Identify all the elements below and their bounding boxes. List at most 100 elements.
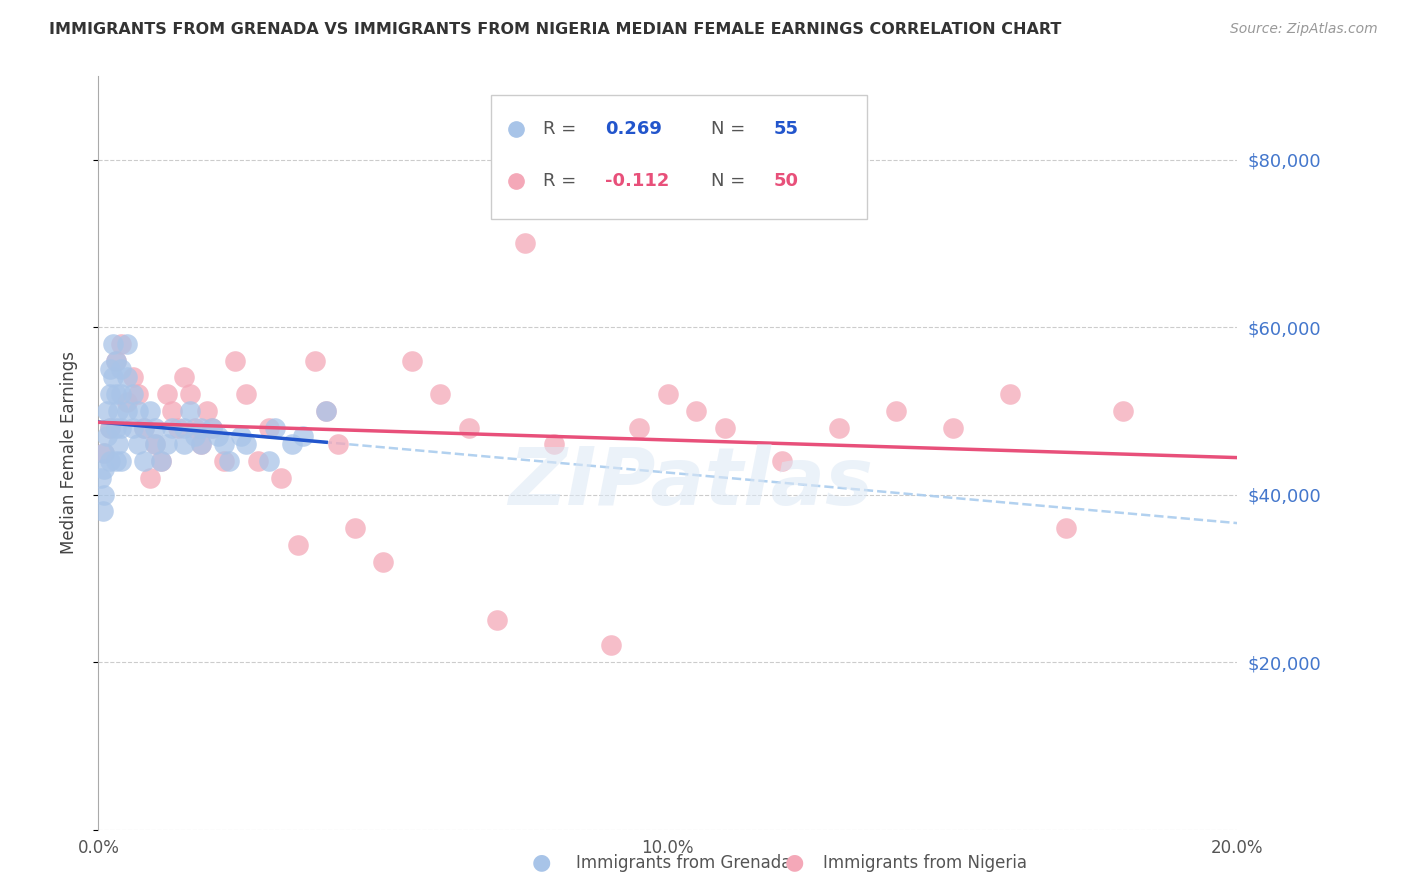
Point	[259, 420, 281, 434]
Point	[90, 471, 112, 485]
Point	[98, 420, 121, 434]
Point	[96, 429, 118, 443]
Point	[156, 437, 179, 451]
Point	[115, 336, 138, 351]
Point	[486, 613, 509, 627]
Point	[115, 404, 138, 418]
Point	[101, 370, 124, 384]
Point	[98, 362, 121, 376]
Point	[264, 420, 287, 434]
Point	[190, 420, 212, 434]
Point	[515, 236, 537, 251]
Point	[110, 336, 132, 351]
Point	[162, 420, 184, 434]
Text: IMMIGRANTS FROM GRENADA VS IMMIGRANTS FROM NIGERIA MEDIAN FEMALE EARNINGS CORREL: IMMIGRANTS FROM GRENADA VS IMMIGRANTS FR…	[49, 22, 1062, 37]
Point	[270, 471, 292, 485]
Text: N =: N =	[711, 120, 751, 137]
Point	[326, 437, 349, 451]
Point	[207, 429, 229, 443]
Point	[343, 521, 366, 535]
Point	[93, 487, 115, 501]
Point	[190, 437, 212, 451]
Point	[184, 429, 207, 443]
Point	[115, 395, 138, 409]
Point	[179, 387, 201, 401]
Point	[145, 420, 167, 434]
Point	[942, 420, 965, 434]
Point	[998, 387, 1021, 401]
Point	[184, 420, 207, 434]
Point	[98, 454, 121, 468]
Point	[218, 454, 240, 468]
Point	[110, 387, 132, 401]
Point	[173, 370, 195, 384]
Point	[884, 404, 907, 418]
Y-axis label: Median Female Earnings: Median Female Earnings	[59, 351, 77, 554]
Point	[429, 387, 451, 401]
Text: 55: 55	[773, 120, 799, 137]
Point	[246, 454, 269, 468]
Point	[770, 454, 793, 468]
Point	[104, 387, 127, 401]
Point	[212, 437, 235, 451]
Point	[828, 420, 851, 434]
Text: ●: ●	[531, 853, 551, 872]
Point	[104, 454, 127, 468]
Point	[304, 353, 326, 368]
FancyBboxPatch shape	[491, 95, 868, 219]
Point	[98, 387, 121, 401]
Text: Immigrants from Nigeria: Immigrants from Nigeria	[823, 855, 1026, 872]
Point	[121, 387, 143, 401]
Point	[212, 454, 235, 468]
Point	[127, 437, 149, 451]
Point	[685, 404, 707, 418]
Point	[259, 454, 281, 468]
Point	[132, 420, 155, 434]
Point	[96, 404, 118, 418]
Point	[173, 420, 195, 434]
Point	[162, 404, 184, 418]
Text: R =: R =	[543, 172, 582, 190]
Point	[281, 437, 304, 451]
Point	[224, 353, 246, 368]
Point	[145, 437, 167, 451]
Point	[104, 353, 127, 368]
Point	[156, 387, 179, 401]
Point	[110, 454, 132, 468]
Point	[127, 387, 149, 401]
Point	[98, 420, 121, 434]
Point	[167, 420, 190, 434]
Point	[1112, 404, 1135, 418]
Text: ZIPatlas: ZIPatlas	[508, 444, 873, 522]
Point	[201, 420, 224, 434]
Point	[292, 429, 315, 443]
Point	[150, 454, 173, 468]
Point	[201, 420, 224, 434]
Point	[91, 504, 114, 518]
Point	[457, 420, 479, 434]
Text: ●: ●	[785, 853, 804, 872]
Text: 0.269: 0.269	[605, 120, 662, 137]
Point	[150, 454, 173, 468]
Point	[373, 555, 395, 569]
Point	[107, 404, 129, 418]
Point	[628, 420, 651, 434]
Point	[600, 638, 623, 652]
Point	[121, 370, 143, 384]
Point	[110, 362, 132, 376]
Text: N =: N =	[711, 172, 751, 190]
Point	[101, 336, 124, 351]
Point	[93, 445, 115, 459]
Point	[93, 445, 115, 459]
Text: R =: R =	[543, 120, 582, 137]
Point	[127, 404, 149, 418]
Point	[93, 462, 115, 476]
Point	[138, 471, 160, 485]
Point	[179, 404, 201, 418]
Point	[235, 387, 257, 401]
Point	[229, 429, 252, 443]
Text: -0.112: -0.112	[605, 172, 669, 190]
Text: Source: ZipAtlas.com: Source: ZipAtlas.com	[1230, 22, 1378, 37]
Point	[104, 353, 127, 368]
Point	[173, 437, 195, 451]
